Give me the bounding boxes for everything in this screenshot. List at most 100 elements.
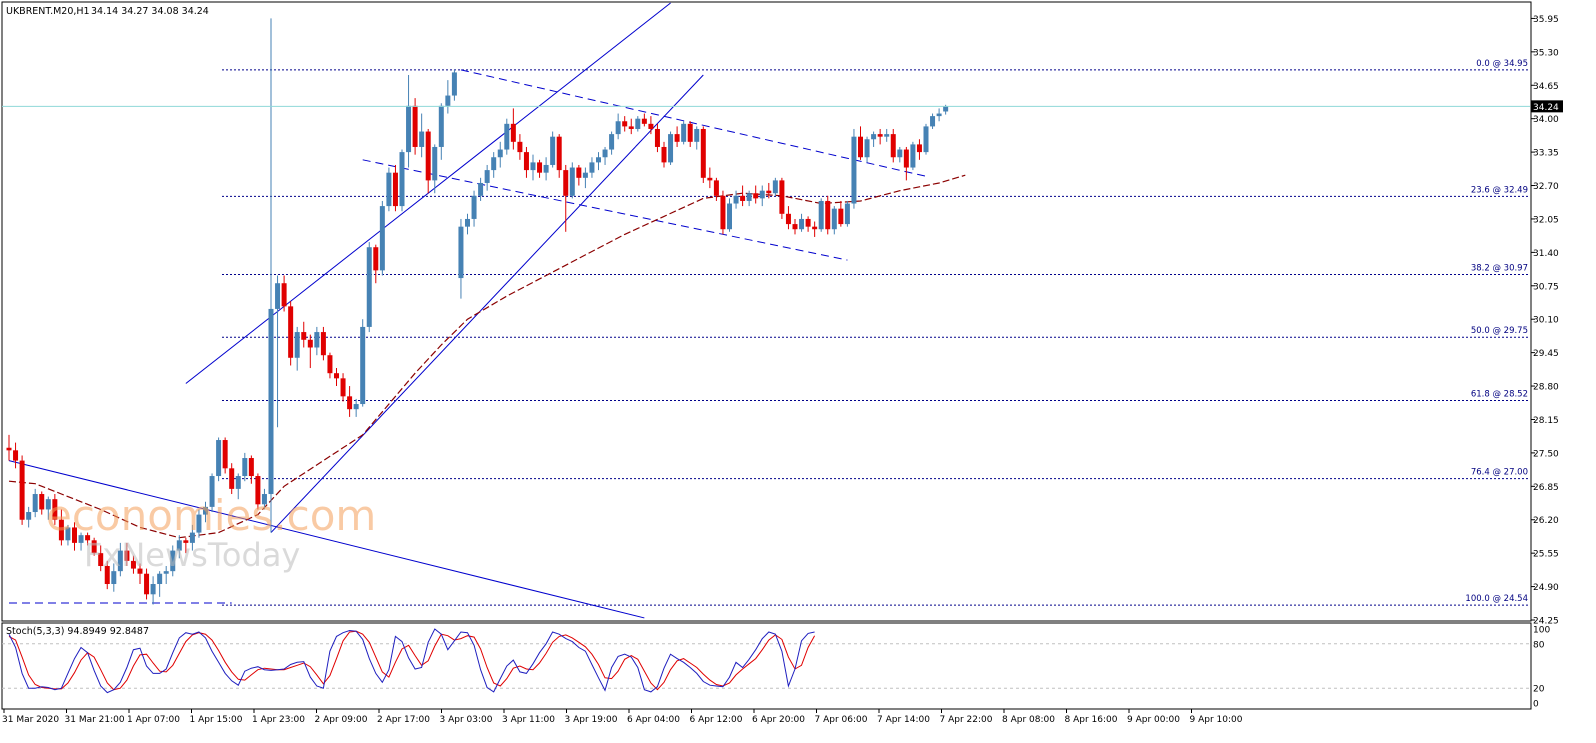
bearish-candle xyxy=(222,440,228,469)
bullish-candle xyxy=(360,326,366,405)
time-tick-label: 1 Apr 23:00 xyxy=(252,715,305,725)
price-tick-label: 24.90 xyxy=(1533,583,1559,593)
watermark-economies: economies.com xyxy=(46,491,376,540)
moving-average-line xyxy=(8,174,966,539)
bullish-candle xyxy=(170,550,176,572)
time-tick-label: 9 Apr 10:00 xyxy=(1190,715,1243,725)
bullish-candle xyxy=(451,72,457,96)
bearish-candle xyxy=(425,131,431,181)
time-tick-label: 6 Apr 04:00 xyxy=(627,715,680,725)
bullish-candle xyxy=(681,123,687,142)
bullish-candle xyxy=(864,139,870,158)
bullish-candle xyxy=(209,476,215,507)
bearish-candle xyxy=(556,136,562,171)
bearish-candle xyxy=(766,190,772,194)
stoch-plot-frame xyxy=(1,622,1532,710)
bearish-candle xyxy=(281,283,287,307)
bearish-candle xyxy=(563,170,569,196)
trend-line xyxy=(270,74,704,533)
price-tick-label: 29.45 xyxy=(1533,349,1559,359)
bullish-candle xyxy=(897,149,903,158)
time-tick-label: 3 Apr 19:00 xyxy=(565,715,618,725)
bearish-candle xyxy=(301,332,307,340)
bullish-candle xyxy=(406,105,412,153)
bullish-candle xyxy=(314,332,320,348)
bullish-candle xyxy=(189,532,195,543)
bullish-candle xyxy=(943,106,949,112)
bearish-candle xyxy=(6,447,12,451)
bearish-candle xyxy=(877,134,883,137)
bullish-candle xyxy=(582,172,588,178)
bullish-candle xyxy=(569,167,575,196)
bullish-candle xyxy=(884,134,890,137)
stoch-level-label: 80 xyxy=(1533,640,1545,650)
bullish-candle xyxy=(261,494,267,505)
price-tick-label: 33.35 xyxy=(1533,149,1559,159)
bullish-candle xyxy=(497,149,503,158)
fib-level-label: 100.0 @ 24.54 xyxy=(1465,594,1528,604)
price-tick-label: 35.95 xyxy=(1533,15,1559,25)
bullish-candle xyxy=(615,121,621,135)
bearish-candle xyxy=(687,123,693,142)
bullish-candle xyxy=(694,128,700,142)
bullish-candle xyxy=(635,118,641,129)
bullish-candle xyxy=(799,218,805,230)
bullish-candle xyxy=(294,332,300,358)
time-tick-label: 6 Apr 12:00 xyxy=(690,715,743,725)
price-tick-label: 24.25 xyxy=(1533,617,1559,627)
fibonacci-levels: 0.0 @ 34.95 23.6 @ 32.49 38.2 @ 30.97 50.0 … xyxy=(222,59,1530,606)
candlestick-series xyxy=(6,18,949,605)
ohlc-label: 34.14 34.27 34.08 34.24 xyxy=(91,6,209,17)
bullish-candle xyxy=(930,116,936,127)
bullish-candle xyxy=(275,283,281,309)
bullish-candle xyxy=(923,126,929,153)
bearish-candle xyxy=(576,167,582,178)
fib-level-label: 76.4 @ 27.00 xyxy=(1471,468,1528,478)
bullish-candle xyxy=(117,550,123,572)
bullish-candle xyxy=(504,123,510,150)
bearish-candle xyxy=(130,560,136,569)
price-tick-label: 34.00 xyxy=(1533,115,1559,125)
bearish-candle xyxy=(58,519,64,541)
bullish-candle xyxy=(268,308,274,495)
bullish-candle xyxy=(399,152,405,207)
bullish-candle xyxy=(432,146,438,181)
bullish-candle xyxy=(596,157,601,163)
stoch-main-line xyxy=(8,628,815,694)
time-tick-label: 1 Apr 15:00 xyxy=(190,715,243,725)
bearish-candle xyxy=(98,553,104,567)
time-tick-label: 7 Apr 06:00 xyxy=(815,715,868,725)
bullish-candle xyxy=(759,190,765,199)
time-tick-label: 8 Apr 16:00 xyxy=(1065,715,1118,725)
bearish-candle xyxy=(510,123,516,142)
bullish-candle xyxy=(602,149,608,158)
bearish-candle xyxy=(327,355,333,374)
bullish-candle xyxy=(366,247,372,327)
time-tick-label: 3 Apr 03:00 xyxy=(440,715,493,725)
price-tick-label: 31.40 xyxy=(1533,249,1559,259)
bullish-candle xyxy=(203,506,208,515)
bearish-candle xyxy=(641,118,647,124)
bullish-candle xyxy=(438,105,444,147)
bullish-candle xyxy=(844,203,850,225)
time-tick-label: 8 Apr 08:00 xyxy=(1002,715,1055,725)
time-axis: 31 Mar 2020 31 Mar 21:00 1 Apr 07:00 1 Apr … xyxy=(2,709,1243,725)
bearish-candle xyxy=(517,141,523,153)
bullish-candle xyxy=(491,157,497,171)
bearish-candle xyxy=(334,373,339,379)
bearish-candle xyxy=(392,172,398,207)
bullish-candle xyxy=(65,527,71,541)
bearish-candle xyxy=(654,128,660,147)
bearish-candle xyxy=(288,306,294,358)
bearish-candle xyxy=(674,134,680,142)
bullish-candle xyxy=(216,440,222,477)
bearish-candle xyxy=(720,195,726,230)
bearish-candle xyxy=(340,378,346,397)
bearish-candle xyxy=(124,550,130,561)
bearish-candle xyxy=(255,476,261,505)
bullish-candle xyxy=(176,540,182,551)
bullish-candle xyxy=(419,131,425,147)
bullish-candle xyxy=(910,144,916,168)
bearish-candle xyxy=(661,146,667,163)
